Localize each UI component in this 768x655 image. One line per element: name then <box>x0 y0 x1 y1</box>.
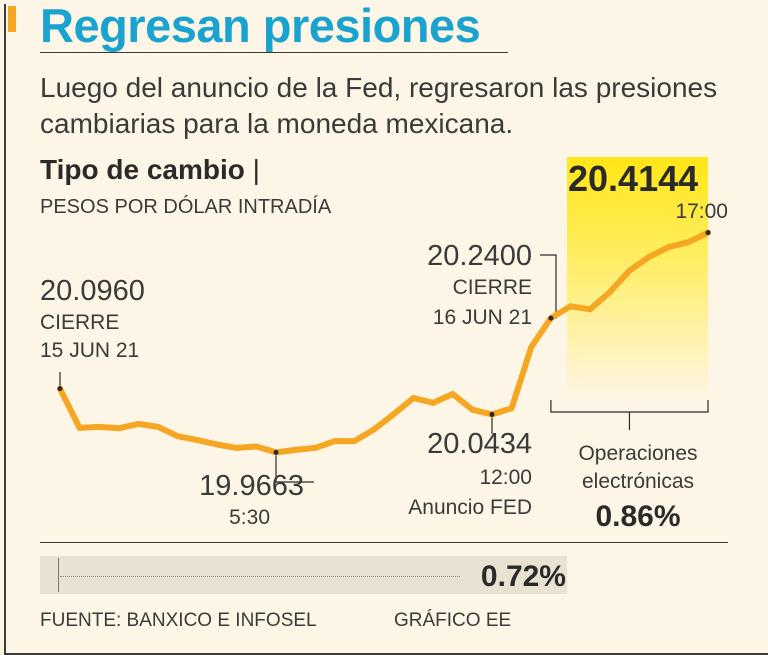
electronic-ops-label-line2: electrónicas <box>581 470 695 493</box>
electronic-ops-label: Operaciones electrónicas <box>560 440 716 496</box>
data-point-7 <box>194 437 201 444</box>
annotation-last-value: 20.4144 <box>568 158 699 199</box>
data-point-26 <box>567 303 574 310</box>
annotation-fed-value: 20.0434 <box>427 428 532 460</box>
series-line-tipo-de-cambio <box>57 229 711 456</box>
electronic-ops-bracket <box>550 400 709 430</box>
data-points <box>57 229 711 456</box>
annotation-marker-2 <box>489 411 495 417</box>
annotation-marker-4 <box>705 230 711 236</box>
annotation-start-value: 20.0960 <box>40 275 145 307</box>
annotation-fed-time: 12:00 <box>479 466 532 489</box>
annotation-marker-3 <box>548 315 554 321</box>
data-point-2 <box>96 423 103 430</box>
data-point-18 <box>410 394 417 401</box>
data-point-29 <box>626 267 633 274</box>
data-point-16 <box>371 426 378 433</box>
annotation-min-value: 19.9663 <box>199 470 304 502</box>
daily-change-value: 0.72% <box>480 560 566 593</box>
annotation-min-time: 5:30 <box>229 506 270 529</box>
data-point-14 <box>331 438 338 445</box>
graphic-credit: GRÁFICO EE <box>394 610 512 631</box>
source-note: FUENTE: BANXICO E INFOSEL <box>40 610 317 631</box>
page-title: Regresan presiones <box>40 0 481 52</box>
data-point-3 <box>115 425 122 432</box>
annotation-fed-note: Anuncio FED <box>408 496 532 519</box>
electronic-ops-label-line1: Operaciones <box>578 442 698 465</box>
data-point-27 <box>587 306 594 313</box>
leader-min <box>275 452 314 483</box>
data-point-32 <box>685 239 692 246</box>
annotation-start-date: 15 JUN 21 <box>40 339 140 362</box>
annotation-marker-0 <box>57 386 63 392</box>
chart-y-label: PESOS POR DÓLAR INTRADÍA <box>40 196 332 218</box>
data-point-20 <box>449 391 456 398</box>
data-point-23 <box>508 405 515 412</box>
data-point-8 <box>214 441 221 448</box>
section-divider <box>40 542 728 543</box>
data-point-31 <box>665 244 672 251</box>
chart-title: Tipo de cambio | <box>40 154 260 186</box>
annotation-close-date: 16 JUN 21 <box>432 306 532 329</box>
data-point-4 <box>135 420 142 427</box>
data-point-19 <box>430 399 437 406</box>
annotation-start-label: CIERRE <box>40 311 120 334</box>
data-point-10 <box>253 443 260 450</box>
annotation-close-value: 20.2400 <box>427 240 532 272</box>
chart-title-separator: | <box>252 154 260 185</box>
page-subtitle: Luego del anuncio de la Fed, regresaron … <box>40 72 718 139</box>
chart-frame <box>4 4 768 655</box>
chart-title-text: Tipo de cambio <box>40 154 245 185</box>
daily-change-bar <box>40 556 567 594</box>
data-point-13 <box>312 444 319 451</box>
data-point-17 <box>390 411 397 418</box>
data-point-15 <box>351 438 358 445</box>
daily-change-bar-tick <box>58 558 59 592</box>
data-point-24 <box>528 344 535 351</box>
electronic-ops-change: 0.86% <box>595 500 681 533</box>
annotation-last-time: 17:00 <box>675 200 728 223</box>
annotation-marker-1 <box>273 449 279 455</box>
data-point-9 <box>233 444 240 451</box>
data-point-28 <box>606 289 613 296</box>
annotation-close-label: CIERRE <box>452 276 532 299</box>
title-underline <box>40 52 508 53</box>
data-point-5 <box>155 423 162 430</box>
data-point-30 <box>646 253 653 260</box>
data-point-12 <box>292 446 299 453</box>
daily-change-bar-dotted-line <box>60 576 460 577</box>
data-point-21 <box>469 406 476 413</box>
electronic-ops-highlight <box>567 157 708 400</box>
leader-close <box>540 254 557 319</box>
data-point-6 <box>174 433 181 440</box>
title-accent-bar <box>8 6 16 32</box>
data-point-1 <box>76 424 83 431</box>
